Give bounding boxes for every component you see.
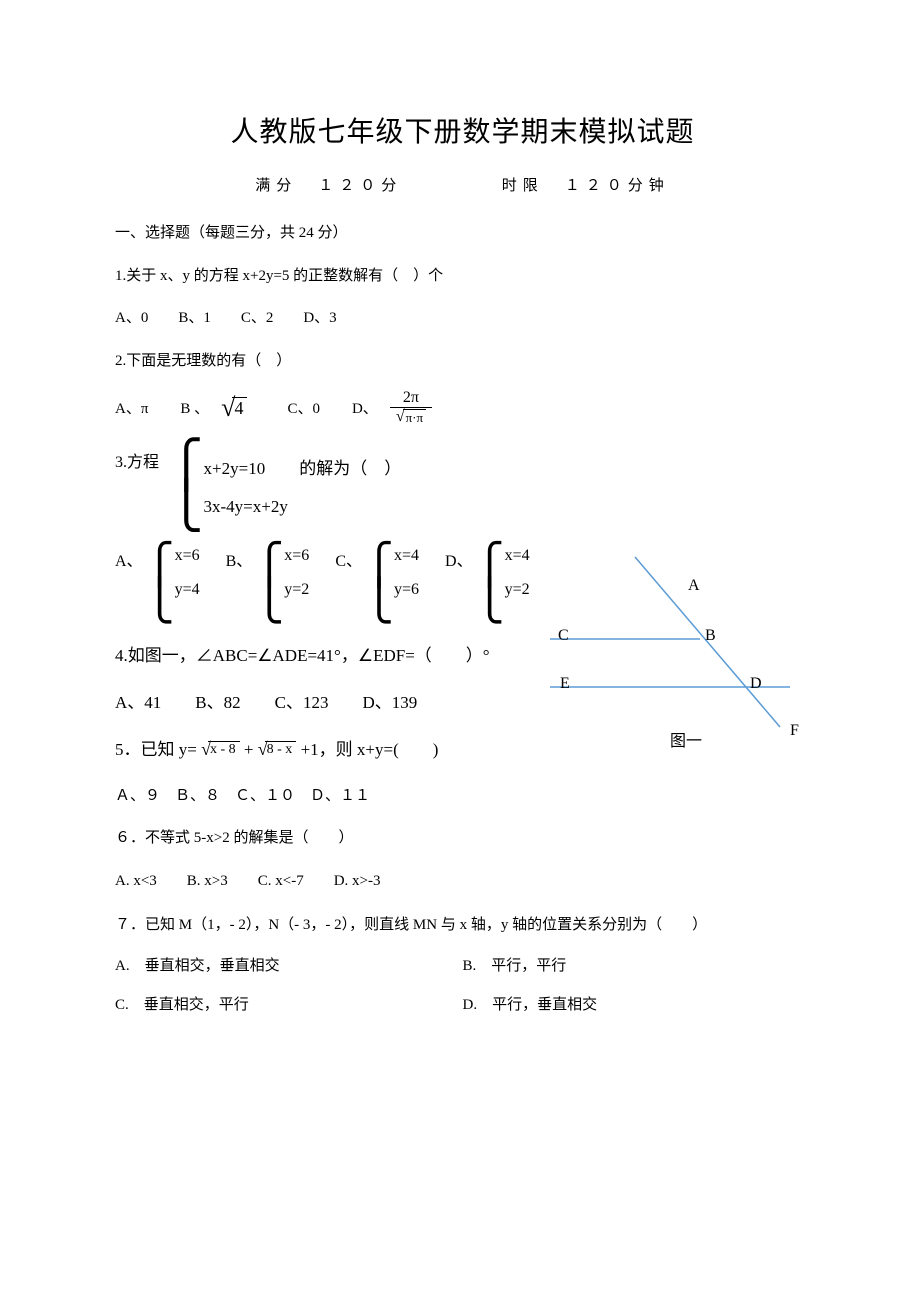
q2-fraction: 2π √π·π [390,389,432,426]
q2-opt-d-label: D、 [352,397,378,418]
q7-opt-b: B. 平行，平行 [463,954,811,975]
q3-opt-d: D、 ⎧⎩ x=4y=2 [445,547,530,619]
section-heading: 一、选择题（每题三分，共 24 分） [115,219,810,248]
q2-opt-a: A、π [115,397,148,418]
q3-options: A、 ⎧⎩ x=6y=4 B、 ⎧⎩ x=6y=2 C、 ⎧⎩ x=4y=6 [115,547,530,619]
q3-opt-b: B、 ⎧⎩ x=6y=2 [226,547,310,619]
q4-options: A、41 B、82 C、123 D、139 [115,688,530,713]
exam-title: 人教版七年级下册数学期末模拟试题 [115,110,810,150]
full-score: 满分 １２０分 [255,178,402,194]
q7-options: A. 垂直相交，垂直相交 B. 平行，平行 C. 垂直相交，平行 D. 平行，垂… [115,954,810,1032]
q1-stem: 1.关于 x、y 的方程 x+2y=5 的正整数解有（ ）个 [115,262,810,291]
q4-stem: 4.如图一，∠ABC=∠ADE=41°，∠EDF=（ ）° [115,641,530,666]
exam-subtitle: 满分 １２０分 时限 １２０分钟 [115,174,810,195]
q7-opt-a: A. 垂直相交，垂直相交 [115,954,463,975]
q2-opt-c: C、0 [287,397,320,418]
label-f: F [790,722,799,740]
q7-opt-d: D. 平行，垂直相交 [463,993,811,1014]
q6-options: A. x<3 B. x>3 C. x<-7 D. x>-3 [115,867,810,896]
time-limit: 时限 １２０分钟 [502,178,670,194]
figure-caption: 图一 [670,727,702,751]
q3-stem: 3.方程 ⎧⎩ x+2y=10 的解为（ ） 3x-4y=x+2y [115,444,810,527]
q5-options: Ａ、９ Ｂ、８ Ｃ、１０ Ｄ、１１ [115,782,810,811]
q2-stem: 2.下面是无理数的有（ ） [115,347,810,376]
figure-one: A B C E D F 图一 [530,547,810,767]
sqrt-4: √4 [221,395,247,421]
q1-options: A、0 B、1 C、2 D、3 [115,304,810,333]
label-a: A [688,577,700,595]
q2-opt-b-label: B 、 [180,397,209,418]
q3-opt-a: A、 ⎧⎩ x=6y=4 [115,547,200,619]
label-c: C [558,627,569,645]
label-e: E [560,675,570,693]
q3-opt-c: C、 ⎧⎩ x=4y=6 [335,547,419,619]
label-d: D [750,675,762,693]
q7-stem: ７．已知 M（1，- 2），N（- 3，- 2），则直线 MN 与 x 轴，y … [115,911,810,940]
q5-stem: 5．已知 y= √x - 8 + √8 - x +1，则 x+y=( ) [115,735,530,760]
q3-label: 3.方程 [115,444,159,472]
label-b: B [705,627,716,645]
q6-stem: ６．不等式 5-x>2 的解集是（ ） [115,824,810,853]
q7-opt-c: C. 垂直相交，平行 [115,993,463,1014]
q2-options: A、π B 、 √4 C、0 D、 2π √π·π [115,389,810,426]
